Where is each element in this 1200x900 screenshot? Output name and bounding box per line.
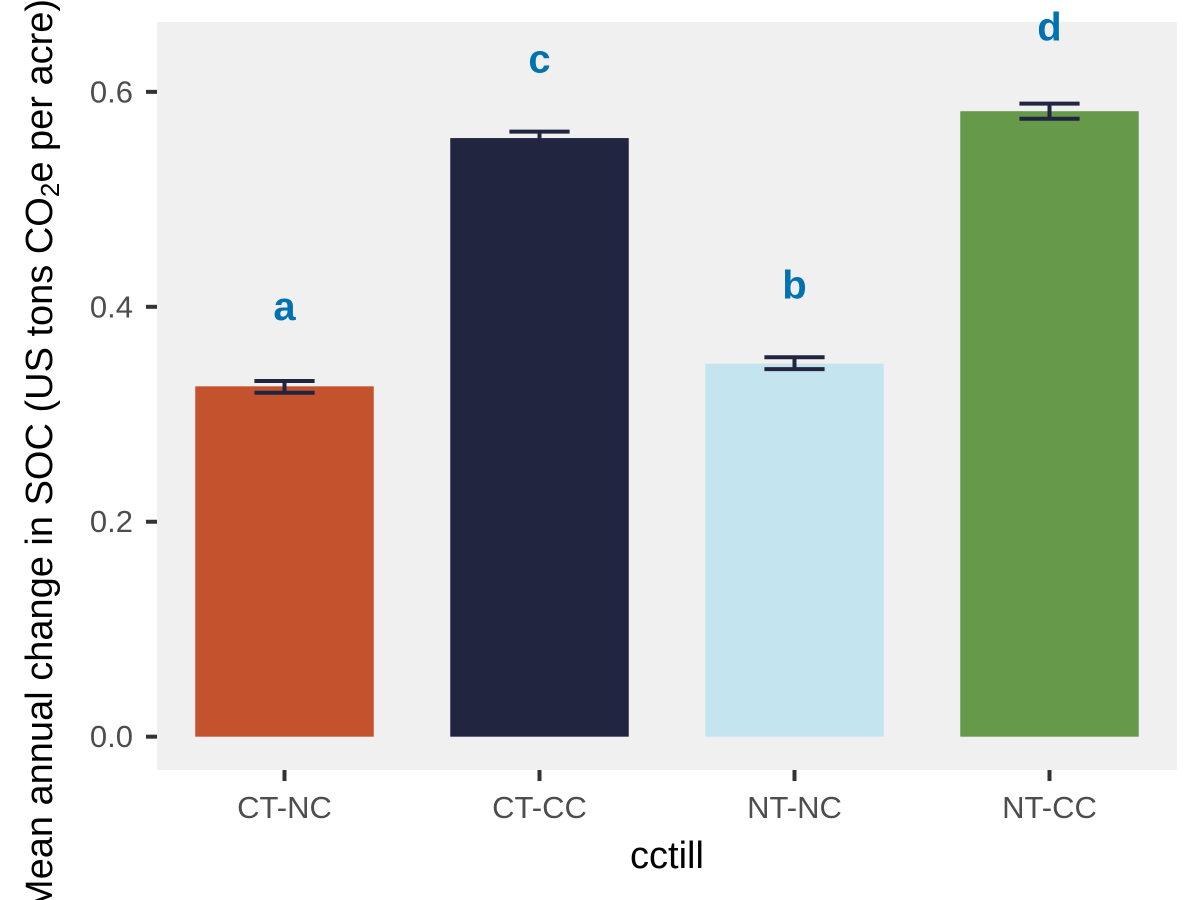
y-axis-title-subscript: 2 (35, 183, 65, 197)
y-tick-label-2: 0.4 (90, 289, 133, 324)
y-axis-title-end: e per acre) (19, 0, 61, 183)
x-tick-label-nt-nc: NT-NC (747, 790, 842, 825)
errorbars-layer (254, 101, 1080, 395)
y-axis-title: Mean annual change in SOC (US tons CO2e … (19, 0, 65, 900)
x-tick-label-ct-nc: CT-NC (237, 790, 332, 825)
bar-ct-nc (195, 386, 374, 737)
significance-label-nt-nc: b (782, 263, 806, 307)
bars-layer (195, 111, 1139, 737)
y-tick-label-0: 0.0 (90, 719, 133, 754)
significance-labels-layer: a c b d (273, 5, 1061, 328)
bar-nt-cc (960, 111, 1139, 737)
y-axis-title-main: Mean annual change in SOC (US tons CO (19, 197, 61, 900)
x-axis: CT-NC CT-CC NT-NC NT-CC (237, 770, 1097, 825)
y-tick-label-3: 0.6 (90, 74, 133, 109)
bar-ct-cc (450, 138, 629, 737)
significance-label-ct-cc: c (528, 38, 550, 82)
y-axis: 0.0 0.2 0.4 0.6 (90, 74, 157, 754)
x-tick-label-nt-cc: NT-CC (1002, 790, 1097, 825)
y-tick-label-1: 0.2 (90, 504, 133, 539)
x-tick-label-ct-cc: CT-CC (492, 790, 587, 825)
x-axis-title: cctill (630, 835, 704, 877)
bar-nt-nc (705, 363, 884, 737)
significance-label-ct-nc: a (273, 285, 296, 329)
significance-label-nt-cc: d (1037, 5, 1061, 49)
